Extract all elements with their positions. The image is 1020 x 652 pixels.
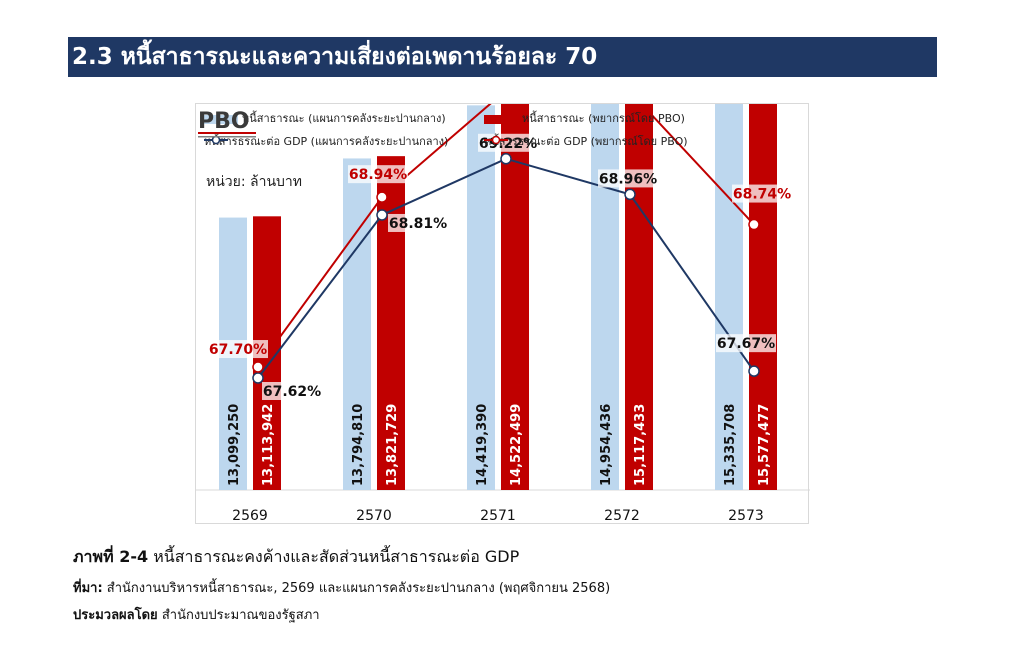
line-marker — [748, 218, 760, 231]
line-value-label: 67.70% — [209, 342, 267, 358]
legend-label: หนี้สารธรณะต่อ GDP (แผนการคลังระยะปานกลา… — [204, 135, 449, 148]
data-label-background — [262, 382, 322, 400]
source-label: ที่มา: — [73, 581, 103, 596]
bar-value-label: 15,117,433 — [633, 404, 648, 486]
x-tick-label: 2573 — [728, 508, 764, 524]
legend-line-pbo: หนี้สารธรณะต่อ GDP (พยากรณ์โดย PBO) — [484, 135, 688, 149]
bar-value-label: 14,954,436 — [599, 404, 614, 486]
data-label-background — [716, 334, 776, 353]
line-marker — [376, 209, 388, 221]
compiled-caption: ประมวลผลโดย สำนักงบประมาณของรัฐสภา — [73, 604, 320, 625]
bar — [343, 158, 371, 490]
legend-label: หนี้สาธารณะ (พยากรณ์โดย PBO) — [522, 112, 685, 125]
legend-bar-plan: หนี้สาธารณะ (แผนการคลังระยะปานกลาง) — [204, 112, 446, 126]
figure-label: ภาพที่ 2-4 — [73, 547, 149, 566]
bar-value-label: 13,099,250 — [227, 404, 242, 486]
line-value-label: 68.74% — [733, 187, 791, 203]
logo-text: PBO — [198, 109, 250, 134]
bar-value-label: 15,335,708 — [723, 404, 738, 486]
line-value-label: 67.67% — [717, 336, 775, 352]
bar-value-label: 14,522,499 — [509, 404, 524, 486]
legend-line-plan: หนี้สารธรณะต่อ GDP (แผนการคลังระยะปานกลา… — [204, 135, 448, 149]
data-label-background — [598, 169, 658, 188]
line-marker — [748, 365, 760, 377]
x-tick-label: 2571 — [480, 508, 516, 524]
figure-caption: ภาพที่ 2-4 หนี้สาธารณะคงค้างและสัดส่วนหน… — [73, 545, 519, 570]
legend-line-icon — [204, 135, 228, 145]
bar-value-label: 13,794,810 — [351, 404, 366, 486]
bar-value-label: 13,113,942 — [261, 404, 276, 486]
chart-container: 13,099,250 13,113,942 2569 13,794,810 13,821… — [195, 103, 810, 524]
bar-value-label: 14,419,390 — [475, 404, 490, 486]
line-marker — [500, 153, 512, 165]
unit-label: หน่วย: ล้านบาท — [206, 174, 303, 190]
data-label-background — [732, 184, 792, 203]
x-tick-label: 2570 — [356, 508, 392, 524]
data-label-background — [348, 165, 408, 184]
x-tick-label: 2569 — [232, 508, 268, 524]
bar-value-label: 13,821,729 — [385, 404, 400, 486]
legend-label: หนี้สารธรณะต่อ GDP (พยากรณ์โดย PBO) — [484, 135, 688, 148]
line-marker — [252, 372, 264, 384]
legend-line-icon — [484, 135, 508, 145]
bar — [625, 104, 653, 491]
figure-text: หนี้สาธารณะคงค้างและสัดส่วนหนี้สาธารณะต่… — [153, 547, 520, 566]
legend-swatch-pbo — [484, 114, 518, 124]
compiled-label: ประมวลผลโดย — [73, 608, 158, 623]
line-value-label: 68.96% — [599, 171, 657, 187]
bar — [749, 104, 777, 490]
x-tick-label: 2572 — [604, 508, 640, 524]
line-value-label: 68.94% — [349, 167, 407, 183]
line-marker — [624, 188, 636, 201]
line-value-label: 68.81% — [389, 216, 447, 232]
section-title: 2.3 หนี้สาธารณะและความเสี่ยงต่อเพดานร้อย… — [68, 37, 937, 77]
data-label-background — [388, 213, 448, 232]
legend-swatch-plan — [204, 114, 238, 124]
source-text: สำนักงานบริหารหนี้สาธารณะ, 2569 และแผนกา… — [106, 581, 611, 596]
legend-bar-pbo: หนี้สาธารณะ (พยากรณ์โดย PBO) — [484, 112, 685, 126]
bar — [715, 104, 743, 491]
line-marker — [252, 361, 264, 373]
pbo-logo: PBO — [198, 109, 256, 138]
line-value-label: 67.62% — [263, 384, 321, 400]
line-marker — [376, 191, 388, 203]
legend-label: หนี้สาธารณะ (แผนการคลังระยะปานกลาง) — [242, 112, 446, 125]
chart-plot: 13,099,250 13,113,942 2569 13,794,810 13,821… — [196, 104, 810, 524]
bar — [501, 104, 529, 490]
series-line — [257, 104, 755, 368]
bar — [591, 104, 619, 491]
data-label-background — [208, 340, 268, 359]
compiled-text: สำนักงบประมาณของรัฐสภา — [161, 608, 320, 623]
bar-value-label: 15,577,477 — [757, 404, 772, 486]
source-caption: ที่มา: สำนักงานบริหารหนี้สาธารณะ, 2569 แ… — [73, 577, 610, 598]
